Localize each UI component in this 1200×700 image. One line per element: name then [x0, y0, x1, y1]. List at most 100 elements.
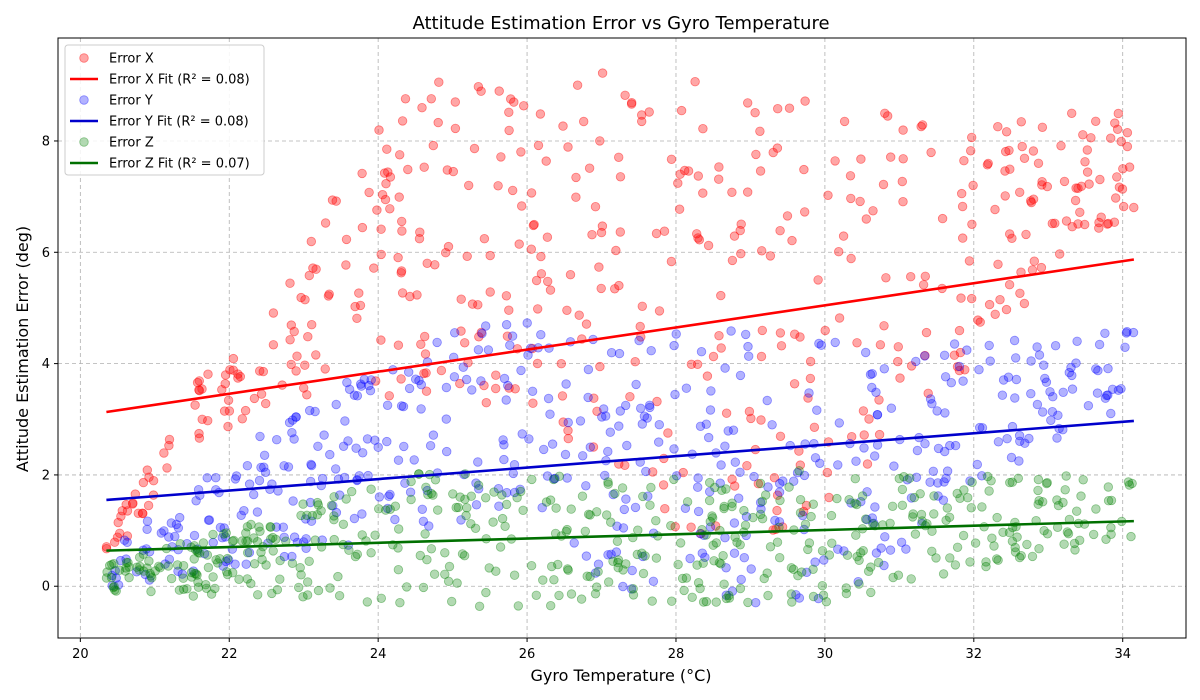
data-point	[614, 152, 624, 163]
data-point	[535, 109, 546, 119]
data-point	[343, 436, 353, 446]
data-point	[215, 522, 226, 533]
data-point	[1113, 385, 1124, 395]
data-point	[531, 590, 542, 601]
data-point	[794, 593, 805, 603]
data-point	[135, 561, 145, 572]
data-point	[698, 188, 708, 198]
data-point	[186, 567, 197, 578]
data-point	[651, 516, 661, 526]
data-point	[1090, 116, 1101, 127]
data-point	[476, 376, 486, 386]
data-point	[974, 365, 984, 375]
data-point	[220, 370, 231, 380]
data-point	[326, 500, 337, 511]
data-point	[857, 491, 868, 501]
data-point	[693, 578, 704, 588]
data-point	[775, 553, 785, 563]
data-point	[405, 291, 415, 302]
data-point	[142, 563, 152, 573]
data-point	[859, 430, 869, 440]
data-point	[124, 572, 134, 583]
data-point	[579, 116, 589, 127]
data-point	[112, 532, 123, 542]
data-point	[1019, 298, 1030, 309]
data-point	[493, 484, 504, 494]
data-point	[614, 280, 624, 291]
data-point	[802, 567, 812, 578]
data-point	[1124, 480, 1135, 490]
data-point	[630, 502, 641, 513]
data-point	[323, 291, 334, 301]
data-point	[938, 495, 949, 505]
data-point	[735, 467, 745, 478]
data-point	[620, 90, 630, 101]
data-point	[1016, 117, 1027, 127]
data-point	[514, 239, 524, 249]
data-point	[690, 76, 700, 87]
data-point	[694, 235, 705, 245]
data-point	[716, 290, 726, 301]
data-point	[706, 386, 716, 396]
data-point	[256, 389, 267, 399]
data-point	[558, 121, 568, 131]
data-point	[846, 253, 856, 264]
data-point	[590, 589, 601, 599]
data-point	[955, 347, 966, 358]
data-point	[703, 240, 714, 251]
data-point	[442, 446, 452, 457]
data-point	[585, 442, 596, 452]
data-point	[893, 342, 904, 352]
data-point	[104, 560, 115, 571]
data-point	[545, 495, 556, 505]
data-point	[839, 116, 850, 127]
data-point	[1059, 539, 1069, 549]
data-point	[612, 536, 623, 547]
data-point	[906, 574, 916, 584]
data-point	[211, 555, 221, 565]
data-point	[467, 299, 478, 309]
data-point	[371, 376, 381, 386]
data-point	[450, 123, 461, 134]
data-point	[1103, 218, 1114, 229]
data-point	[497, 490, 507, 500]
data-point	[872, 410, 883, 420]
data-point	[671, 329, 681, 339]
data-point	[210, 583, 220, 594]
data-point	[219, 529, 229, 539]
data-point	[775, 478, 785, 489]
data-point	[870, 451, 880, 461]
data-point	[841, 583, 851, 593]
data-point	[542, 471, 553, 481]
data-point	[1028, 146, 1039, 156]
data-point	[329, 511, 339, 521]
data-point	[473, 81, 484, 92]
data-point	[708, 540, 718, 550]
data-point	[834, 313, 845, 323]
data-point	[547, 439, 558, 449]
data-point	[585, 510, 595, 520]
data-point	[1076, 491, 1086, 501]
data-point	[479, 380, 489, 391]
data-point	[178, 584, 189, 595]
data-point	[613, 563, 623, 573]
data-point	[311, 350, 321, 360]
data-point	[366, 484, 376, 494]
data-point	[119, 535, 130, 545]
data-point	[356, 381, 367, 391]
data-point	[460, 338, 470, 348]
data-point	[693, 506, 704, 517]
legend-item: Error Z	[79, 136, 154, 151]
data-point	[175, 539, 186, 549]
data-point	[489, 487, 499, 497]
data-point	[613, 557, 623, 568]
data-point	[795, 508, 806, 518]
data-point	[1091, 364, 1101, 374]
data-point	[767, 420, 777, 430]
data-point	[813, 275, 823, 285]
data-point	[362, 597, 373, 607]
data-point	[730, 457, 741, 467]
data-point	[451, 502, 461, 513]
data-point	[911, 356, 921, 367]
data-point	[134, 552, 145, 563]
